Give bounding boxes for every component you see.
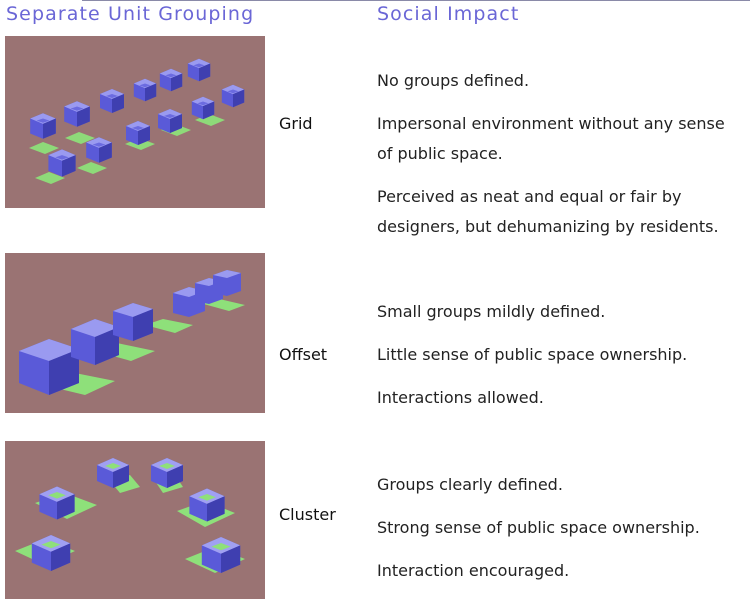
grid-image <box>5 36 265 208</box>
header-rule <box>82 0 750 1</box>
cluster-line-3: Interaction encouraged. <box>377 561 570 580</box>
row-label-cluster: Cluster <box>279 505 336 524</box>
grid-line-2: Impersonal environment without any sense <box>377 114 725 133</box>
offset-line-1: Small groups mildly defined. <box>377 302 606 321</box>
header-social-impact: Social Impact <box>377 3 520 25</box>
header-unit-grouping: Separate Unit Grouping <box>6 3 255 25</box>
grid-line-5: designers, but dehumanizing by residents… <box>377 217 719 236</box>
grid-line-3: of public space. <box>377 144 503 163</box>
grid-line-1: No groups defined. <box>377 71 530 90</box>
cluster-line-2: Strong sense of public space ownership. <box>377 518 700 537</box>
cluster-image <box>5 441 265 599</box>
grid-line-4: Perceived as neat and equal or fair by <box>377 187 682 206</box>
row-label-offset: Offset <box>279 345 328 364</box>
row-label-grid: Grid <box>279 114 313 133</box>
cluster-line-1: Groups clearly defined. <box>377 475 563 494</box>
offset-line-3: Interactions allowed. <box>377 388 544 407</box>
offset-line-2: Little sense of public space ownership. <box>377 345 688 364</box>
offset-image <box>5 253 265 413</box>
